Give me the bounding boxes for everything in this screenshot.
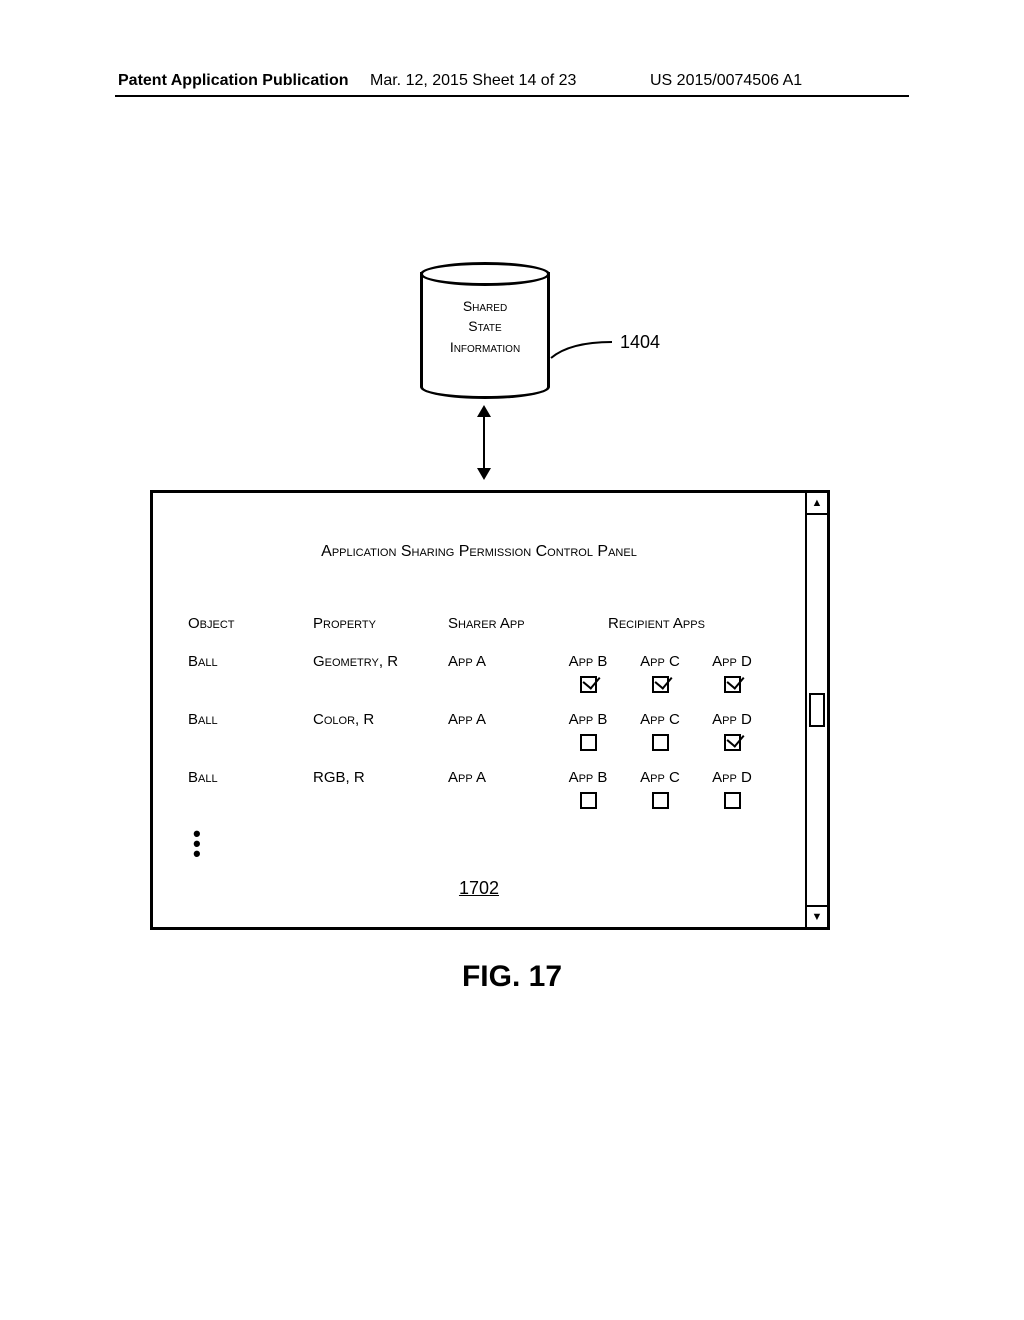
checkbox[interactable] — [652, 676, 669, 693]
recipient-cell: App B — [558, 653, 618, 697]
db-line3: Information — [450, 339, 520, 355]
cell-object: Ball — [188, 769, 218, 786]
recipient-cell: App B — [558, 769, 618, 813]
header-rule — [115, 95, 909, 97]
checkbox[interactable] — [580, 792, 597, 809]
cell-property: Color, R — [313, 711, 374, 728]
col-sharer: Sharer App — [448, 615, 525, 632]
scrollbar[interactable]: ▲ ▼ — [805, 493, 827, 927]
col-property: Property — [313, 615, 376, 632]
recipient-cell: App C — [630, 769, 690, 813]
cell-sharer: App A — [448, 711, 486, 728]
double-arrow — [481, 405, 487, 480]
checkbox[interactable] — [652, 734, 669, 751]
header-right: US 2015/0074506 A1 — [650, 72, 802, 90]
db-line2: State — [468, 318, 501, 334]
control-panel: ▲ ▼ Application Sharing Permission Contr… — [150, 490, 830, 930]
panel-title: Application Sharing Permission Control P… — [153, 543, 805, 561]
checkbox[interactable] — [724, 676, 741, 693]
recipient-label: App C — [640, 711, 680, 728]
cell-sharer: App A — [448, 769, 486, 786]
scroll-down-button[interactable]: ▼ — [805, 905, 827, 927]
database-cylinder: Shared State Information — [420, 262, 550, 392]
recipient-label: App D — [712, 711, 752, 728]
header-mid: Mar. 12, 2015 Sheet 14 of 23 — [370, 72, 576, 90]
lead-line — [550, 340, 615, 370]
recipient-label: App D — [712, 769, 752, 786]
col-recipients: Recipient Apps — [608, 615, 705, 632]
recipient-label: App B — [569, 711, 608, 728]
recipient-cell: App D — [702, 653, 762, 697]
page: Patent Application Publication Mar. 12, … — [0, 0, 1024, 1320]
cell-object: Ball — [188, 711, 218, 728]
recipient-label: App B — [569, 769, 608, 786]
checkbox[interactable] — [652, 792, 669, 809]
recipient-cell: App C — [630, 653, 690, 697]
scroll-up-button[interactable]: ▲ — [805, 493, 827, 515]
table-row: Ball Geometry, R App A App B App C App D — [188, 653, 787, 708]
recipient-cell: App B — [558, 711, 618, 755]
col-object: Object — [188, 615, 235, 632]
table-row: Ball Color, R App A App B App C App D — [188, 711, 787, 766]
figure-label: FIG. 17 — [0, 960, 1024, 994]
table-row: Ball RGB, R App A App B App C App D — [188, 769, 787, 824]
recipient-cell: App C — [630, 711, 690, 755]
header-left: Patent Application Publication — [118, 72, 349, 90]
recipient-label: App D — [712, 653, 752, 670]
cell-property: Geometry, R — [313, 653, 398, 670]
ref-1702: 1702 — [153, 878, 805, 899]
recipient-label: App B — [569, 653, 608, 670]
cell-object: Ball — [188, 653, 218, 670]
checkbox[interactable] — [724, 734, 741, 751]
recipient-cell: App D — [702, 711, 762, 755]
checkbox[interactable] — [580, 676, 597, 693]
db-line1: Shared — [463, 298, 507, 314]
cell-property: RGB, R — [313, 769, 365, 786]
checkbox[interactable] — [724, 792, 741, 809]
checkbox[interactable] — [580, 734, 597, 751]
scroll-thumb[interactable] — [809, 693, 825, 727]
database-label: Shared State Information — [420, 296, 550, 357]
ref-1404: 1404 — [620, 332, 660, 353]
recipient-label: App C — [640, 769, 680, 786]
recipient-label: App C — [640, 653, 680, 670]
recipient-cell: App D — [702, 769, 762, 813]
ellipsis-icon: ••• — [193, 828, 201, 858]
cell-sharer: App A — [448, 653, 486, 670]
